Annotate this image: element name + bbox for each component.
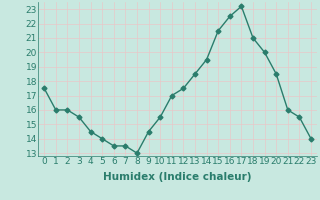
X-axis label: Humidex (Indice chaleur): Humidex (Indice chaleur) bbox=[103, 172, 252, 182]
